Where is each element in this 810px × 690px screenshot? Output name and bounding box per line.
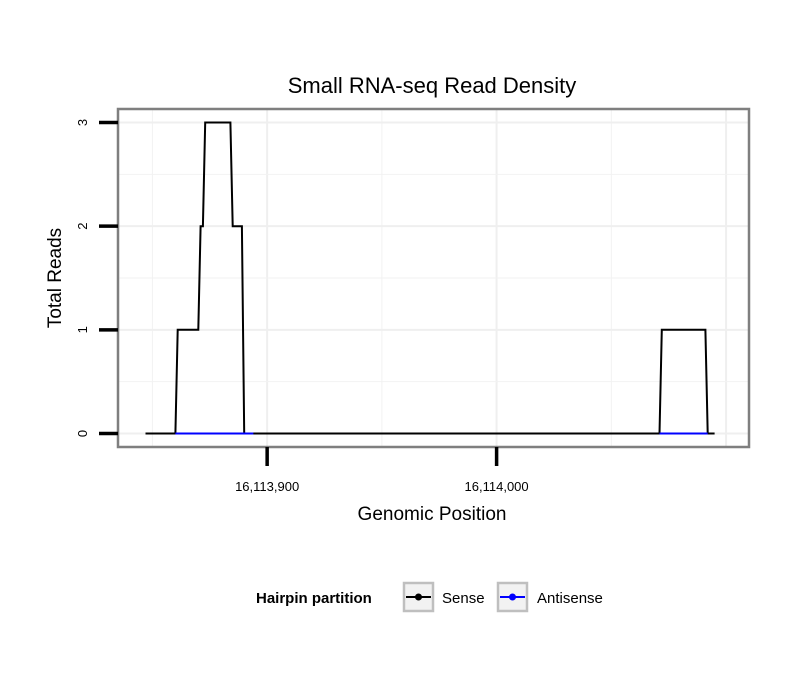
x-axis-title: Genomic Position: [358, 504, 507, 525]
grid-lines: [118, 109, 749, 447]
y-tick-label: 0: [75, 430, 90, 437]
y-axis: 0 1 2 3: [75, 119, 118, 437]
y-axis-title: Total Reads: [45, 228, 66, 328]
x-tick-label: 16,113,900: [235, 479, 299, 494]
chart-title: Small RNA-seq Read Density: [288, 73, 577, 98]
x-tick-label: 16,114,000: [465, 479, 529, 494]
y-tick-label: 2: [75, 223, 90, 230]
series-line-sense: [145, 121, 715, 435]
y-tick-label: 1: [75, 326, 90, 333]
y-tick-label: 3: [75, 119, 90, 126]
legend-label-sense: Sense: [442, 590, 485, 607]
legend-point-sense: [415, 593, 422, 601]
legend-title: Hairpin partition: [256, 590, 372, 607]
panel-border: [116, 107, 751, 449]
series-layer: [145, 121, 715, 435]
legend-label-antisense: Antisense: [537, 590, 603, 607]
legend: Hairpin partition Sense Antisense: [256, 581, 603, 613]
x-axis: 16,113,900 16,114,000: [235, 447, 529, 494]
legend-point-antisense: [509, 593, 516, 601]
